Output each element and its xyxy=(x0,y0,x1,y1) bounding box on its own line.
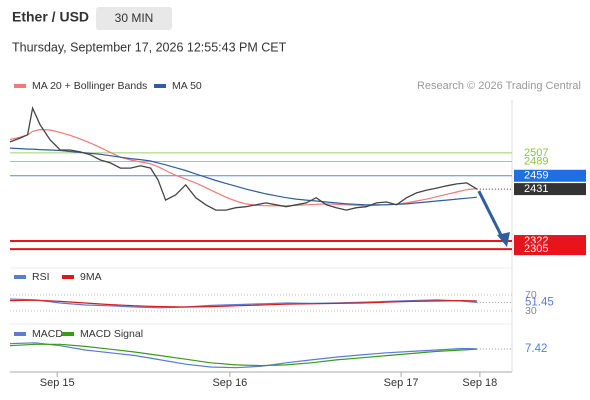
level-label: 2305 xyxy=(524,243,548,255)
series-line xyxy=(9,128,477,207)
series-line xyxy=(9,298,477,309)
x-tick-label: Sep 16 xyxy=(212,377,247,389)
legend-swatch xyxy=(62,275,74,279)
legend-swatch xyxy=(14,84,26,88)
series-line xyxy=(9,342,477,369)
legend-label: MACD xyxy=(32,328,63,340)
level-label-box xyxy=(514,169,586,182)
level-label: 2459 xyxy=(524,170,548,182)
y-tick-label: 70 xyxy=(525,289,537,301)
x-tick-label: Sep 18 xyxy=(462,377,497,389)
legend-label: MACD Signal xyxy=(80,328,143,340)
series-line xyxy=(9,147,477,206)
x-tick-label: Sep 15 xyxy=(40,377,75,389)
series-line xyxy=(9,299,477,308)
last-value-label: 51.45 xyxy=(525,296,554,308)
x-tick-label: Sep 17 xyxy=(384,377,419,389)
legend-swatch xyxy=(14,332,26,336)
credit: Research © 2026 Trading Central xyxy=(417,80,581,92)
last-price-label: 2431 xyxy=(524,183,548,195)
interval[interactable]: 30 MIN xyxy=(115,11,154,25)
forecast-arrow xyxy=(477,190,506,242)
legend-label: MA 50 xyxy=(172,80,202,92)
legend-label: RSI xyxy=(32,271,50,283)
symbol: Ether / USD xyxy=(12,9,89,25)
datetime: Thursday, September 17, 2026 12:55:43 PM… xyxy=(12,40,287,54)
last-value-label: 7.42 xyxy=(525,343,547,355)
last-price-box xyxy=(514,183,586,196)
price-line xyxy=(9,105,478,211)
level-label: 2507 xyxy=(524,147,548,159)
legend-label: 9MA xyxy=(80,271,102,283)
series-line xyxy=(9,343,477,367)
y-tick-label: 30 xyxy=(525,305,537,317)
forecast-arrowhead xyxy=(497,232,510,248)
legend-swatch xyxy=(62,332,74,336)
level-label-box xyxy=(514,243,586,256)
interval-button[interactable] xyxy=(96,7,172,30)
level-label: 2489 xyxy=(524,155,548,167)
legend-swatch xyxy=(14,275,26,279)
legend-label: MA 20 + Bollinger Bands xyxy=(32,80,147,92)
legend-swatch xyxy=(154,84,166,88)
